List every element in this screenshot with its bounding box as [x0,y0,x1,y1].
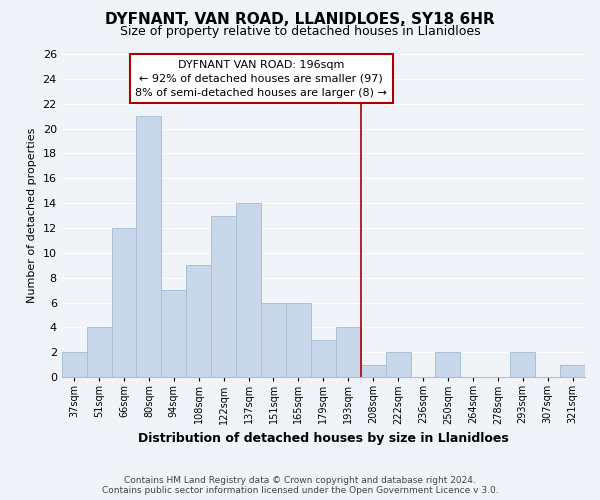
Bar [286,302,311,377]
Bar [136,116,161,377]
Bar [86,328,112,377]
Text: Contains public sector information licensed under the Open Government Licence v : Contains public sector information licen… [101,486,499,495]
X-axis label: Distribution of detached houses by size in Llanidloes: Distribution of detached houses by size … [138,432,509,445]
Bar [311,340,336,377]
Y-axis label: Number of detached properties: Number of detached properties [27,128,37,304]
Text: DYFNANT, VAN ROAD, LLANIDLOES, SY18 6HR: DYFNANT, VAN ROAD, LLANIDLOES, SY18 6HR [105,12,495,28]
Bar [436,352,460,377]
Bar [161,290,186,377]
Bar [361,365,386,377]
Bar [560,365,585,377]
Bar [336,328,361,377]
Bar [261,302,286,377]
Bar [186,266,211,377]
Bar [386,352,410,377]
Bar [112,228,136,377]
Bar [211,216,236,377]
Bar [62,352,86,377]
Bar [236,203,261,377]
Bar [510,352,535,377]
Text: DYFNANT VAN ROAD: 196sqm
← 92% of detached houses are smaller (97)
8% of semi-de: DYFNANT VAN ROAD: 196sqm ← 92% of detach… [135,60,387,98]
Text: Contains HM Land Registry data © Crown copyright and database right 2024.: Contains HM Land Registry data © Crown c… [124,476,476,485]
Text: Size of property relative to detached houses in Llanidloes: Size of property relative to detached ho… [119,25,481,38]
